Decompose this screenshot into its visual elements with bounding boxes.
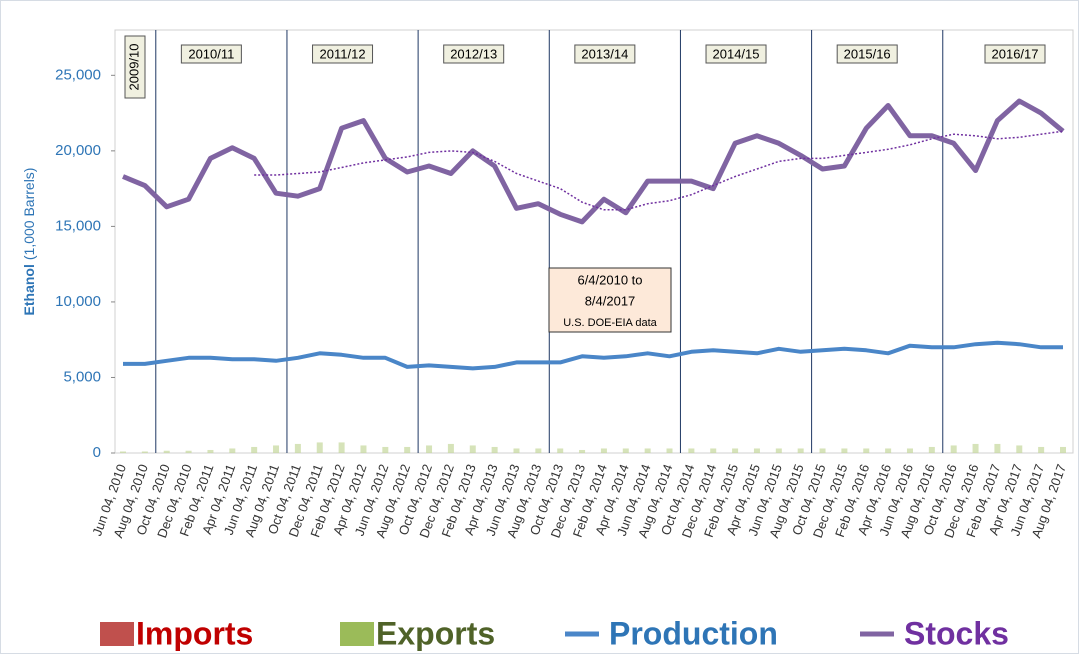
bar (382, 446, 389, 453)
bar (819, 448, 826, 453)
y-tick-label: 20,000 (55, 142, 101, 159)
legend-label: Production (609, 615, 778, 651)
bar (885, 448, 892, 453)
period-label: 2011/12 (320, 46, 366, 61)
y-tick-label: 10,000 (55, 293, 101, 310)
bar (644, 448, 651, 453)
period-label-box (574, 44, 636, 64)
period-label: 2013/14 (581, 46, 628, 61)
bar (207, 449, 214, 453)
bar (1060, 446, 1066, 453)
y-axis-label-rest: (1,000 Barrels) (21, 168, 37, 261)
bar (163, 450, 170, 453)
bar (513, 448, 520, 453)
bar (797, 448, 804, 453)
bar (404, 446, 411, 453)
period-label: 2014/15 (713, 46, 760, 61)
bar (469, 445, 476, 453)
bar (120, 451, 126, 453)
bar (360, 445, 367, 453)
plot-area (114, 29, 1074, 454)
bar (688, 448, 695, 453)
y-axis-label: Ethanol (1,000 Barrels) (21, 168, 37, 316)
period-label-box (443, 44, 505, 64)
legend-swatch (340, 622, 374, 646)
bar (141, 451, 148, 453)
bar (666, 448, 673, 453)
period-label-box (705, 44, 767, 64)
period-label: 2012/13 (450, 46, 497, 61)
bar (928, 446, 935, 453)
y-tick-label: 15,000 (55, 217, 101, 234)
bar (491, 446, 498, 453)
annotation-box (548, 267, 672, 333)
bar (294, 443, 301, 453)
annotation-text: 6/4/2010 to (577, 272, 642, 287)
legend-label: Stocks (904, 615, 1009, 651)
period-label: 2010/11 (188, 46, 234, 61)
bar (972, 443, 979, 453)
bar (863, 448, 870, 453)
y-tick-label: 5,000 (63, 368, 101, 385)
period-label-box (180, 44, 242, 64)
trend-line (254, 130, 1064, 211)
bar (251, 446, 258, 453)
period-label: 2016/17 (992, 46, 1039, 61)
annotation-text: U.S. DOE-EIA data (563, 317, 657, 329)
bar (447, 443, 454, 453)
bar (273, 445, 280, 453)
bar (1016, 445, 1023, 453)
bar (185, 450, 192, 453)
legend-label: Exports (376, 615, 495, 651)
bar (994, 443, 1001, 453)
bar (600, 448, 607, 453)
y-tick-label: 25,000 (55, 66, 101, 83)
legend-swatch (100, 622, 134, 646)
period-label-box (984, 44, 1046, 64)
period-label-box (124, 35, 146, 99)
bar (622, 448, 629, 453)
y-tick-label: 0 (93, 444, 101, 461)
annotation-text: 8/4/2017 (585, 293, 636, 308)
bar (1038, 446, 1045, 453)
bar (906, 448, 913, 453)
line-production (123, 340, 1063, 371)
bar (557, 448, 564, 453)
y-axis-label-bold: Ethanol (21, 264, 37, 315)
bar (535, 448, 542, 453)
bar (950, 445, 957, 453)
line-stocks (122, 98, 1065, 225)
period-label: 2015/16 (844, 46, 891, 61)
bar (229, 448, 236, 453)
bar (338, 442, 345, 453)
legend-label: Imports (136, 615, 253, 651)
bar (316, 442, 323, 453)
period-label-box (312, 44, 374, 64)
period-label-box (836, 44, 898, 64)
bar (710, 448, 717, 453)
bar (841, 448, 848, 453)
bar (775, 448, 782, 453)
bar (426, 445, 433, 453)
bar (579, 449, 586, 453)
bar (732, 448, 739, 453)
bar (753, 448, 760, 453)
period-label: 2009/10 (126, 44, 141, 91)
